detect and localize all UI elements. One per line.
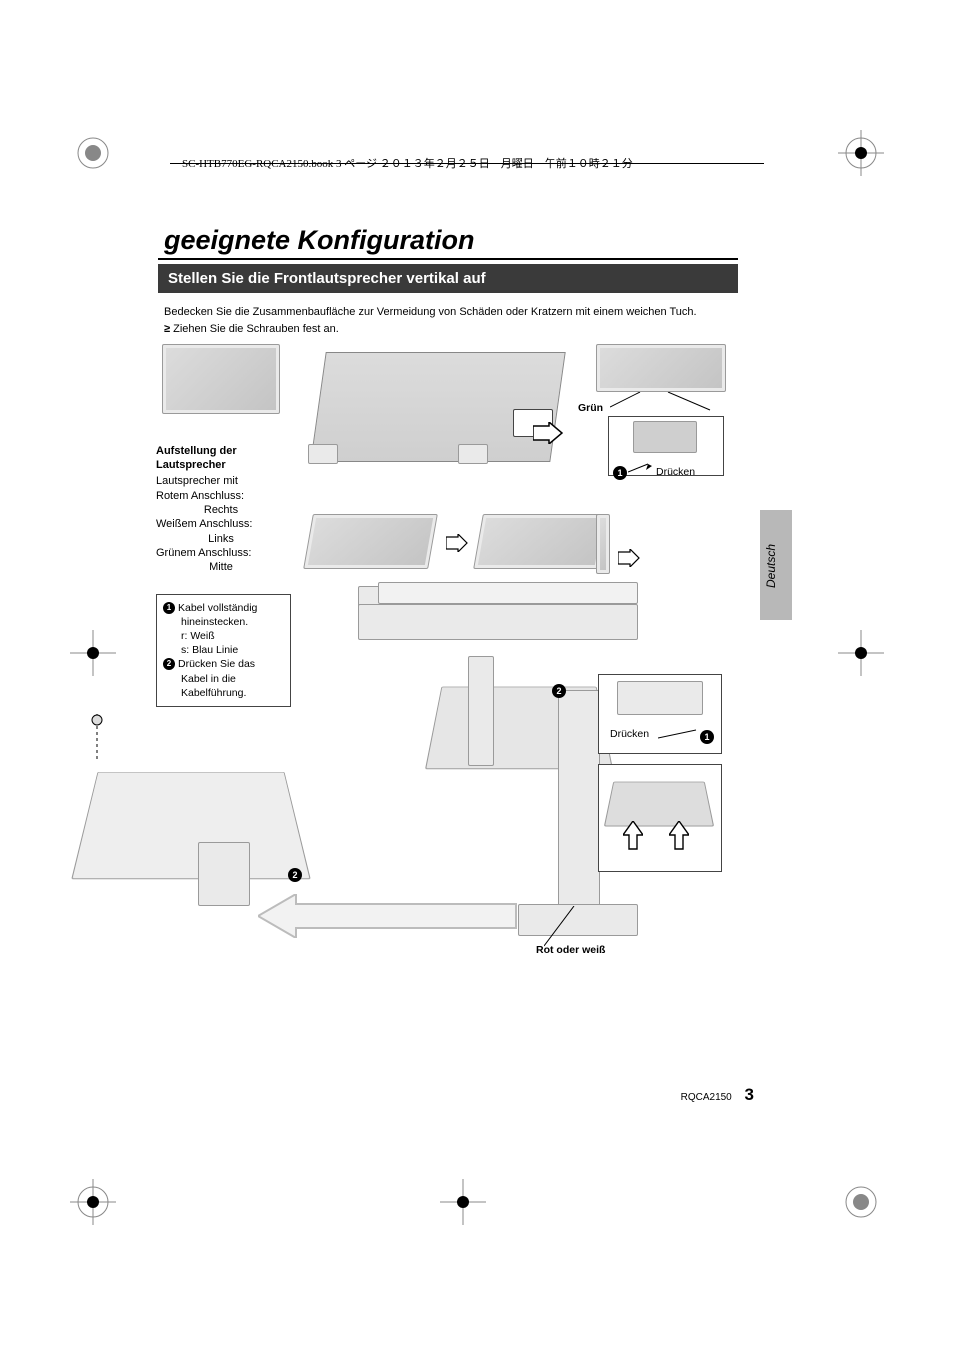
arrow-icon	[628, 462, 654, 476]
arrow-left-big-icon	[258, 894, 518, 938]
language-label: Deutsch	[764, 544, 778, 588]
badge-2: 2	[552, 684, 566, 698]
illus-rear-unit	[596, 344, 726, 392]
arrow-right-icon	[446, 534, 468, 552]
header-text: SC-HTB770EG-RQCA2150.book 3 ページ ２０１３年２月２…	[182, 155, 633, 171]
page-number: 3	[745, 1085, 754, 1104]
illus-base-b	[473, 514, 608, 569]
section-heading: Stellen Sie die Frontlautsprecher vertik…	[158, 264, 738, 293]
sp-line1: Lautsprecher mit	[156, 474, 286, 488]
arrow-up-icon	[623, 821, 643, 851]
illus-setup-thumb	[162, 344, 280, 414]
label-rot-oder-weiss: Rot oder weiß	[536, 944, 605, 956]
crop-mark	[440, 1179, 486, 1225]
arrow-up-icon	[669, 821, 689, 851]
arrow-right-icon	[618, 549, 640, 567]
illus-screw	[308, 444, 338, 464]
illus-speaker-bar-back	[378, 582, 638, 604]
diagram-area: Grün 1 Drücken Aufstellung der Lautsprec…	[158, 344, 728, 964]
label-druecken: Drücken	[656, 466, 695, 478]
callout-box: 1Kabel vollständig hineinstecken. r: Wei…	[156, 594, 291, 707]
footer-code: RQCA2150	[681, 1092, 732, 1103]
badge-1: 1	[700, 730, 714, 744]
crop-mark	[70, 130, 116, 176]
sp-val: Links	[156, 532, 286, 546]
sp-row: Rotem Anschluss:	[156, 489, 286, 503]
badge-2: 2	[288, 868, 302, 882]
badge-1: 1	[613, 466, 627, 480]
intro-text: Bedecken Sie die Zusammenbaufläche zur V…	[158, 305, 738, 338]
crop-mark	[70, 1179, 116, 1225]
illus-base-inset	[598, 764, 722, 872]
crop-mark	[838, 630, 884, 676]
page-content: geeignete Konfiguration Stellen Sie die …	[158, 225, 738, 964]
arrow-right-icon	[533, 422, 563, 444]
footer: RQCA2150 3	[681, 1085, 754, 1105]
page-title: geeignete Konfiguration	[158, 225, 738, 260]
crop-mark	[838, 130, 884, 176]
leader-line	[658, 726, 702, 744]
language-tab: Deutsch	[760, 510, 792, 620]
illus-base-a	[303, 514, 438, 569]
intro-bullet: Ziehen Sie die Schrauben fest an.	[164, 322, 732, 337]
sp-row: Weißem Anschluss:	[156, 517, 286, 531]
badge-1-small: 1	[163, 602, 175, 614]
speaker-placement-text: Aufstellung der Lautsprecher Lautspreche…	[156, 444, 286, 575]
label-gruen: Grün	[578, 402, 603, 414]
sp-val: Mitte	[156, 560, 286, 574]
illus-stand-base	[71, 772, 311, 879]
leader-line	[610, 392, 720, 412]
illus-column-tall	[558, 690, 600, 920]
illus-speaker-column	[596, 514, 610, 574]
intro-line: Bedecken Sie die Zusammenbaufläche zur V…	[164, 306, 697, 318]
illus-column	[468, 656, 494, 766]
screw-drop-icon	[82, 714, 112, 774]
crop-mark	[70, 630, 116, 676]
label-druecken: Drücken	[610, 728, 649, 740]
badge-2-small: 2	[163, 658, 175, 670]
crop-mark	[838, 1179, 884, 1225]
illus-center-unit	[310, 352, 565, 462]
illus-stand-column	[198, 842, 250, 906]
sp-head1: Aufstellung der Lautsprecher	[156, 444, 286, 473]
sp-row: Grünem Anschluss:	[156, 546, 286, 560]
sp-val: Rechts	[156, 503, 286, 517]
illus-screw	[458, 444, 488, 464]
illus-speaker-bar	[358, 604, 638, 640]
